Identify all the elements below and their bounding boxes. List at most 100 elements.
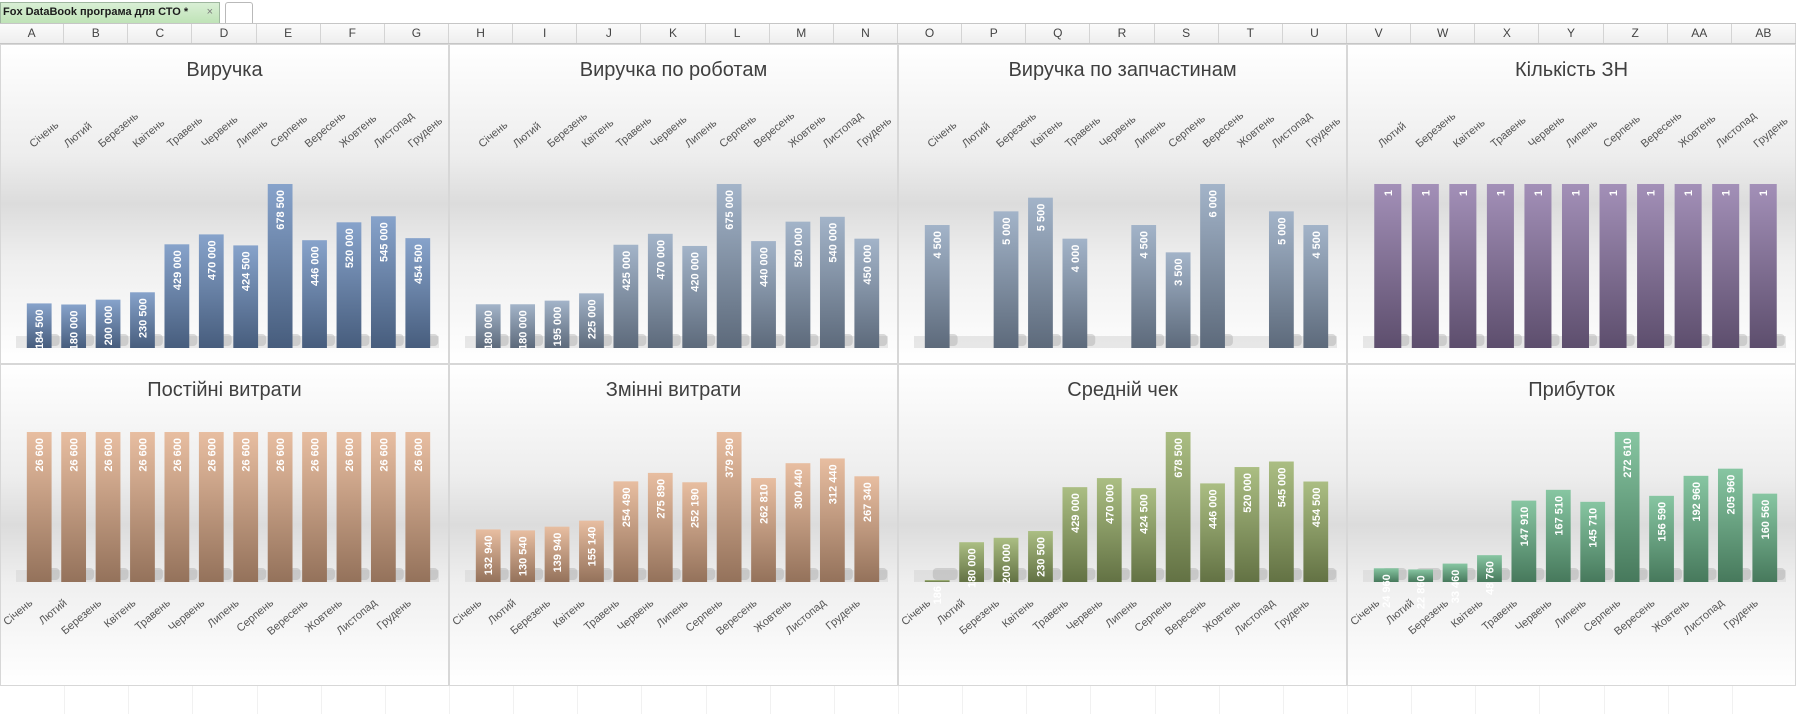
workbook-tab[interactable]: Fox DataBook програма для СТО * × xyxy=(0,2,220,23)
data-label: 520 000 xyxy=(793,228,805,268)
column-header-p[interactable]: P xyxy=(962,24,1027,43)
bar xyxy=(1268,211,1294,348)
data-label: 26 600 xyxy=(275,438,287,472)
column-header-k[interactable]: K xyxy=(641,24,706,43)
data-label: 254 490 xyxy=(621,487,633,527)
column-header-f[interactable]: F xyxy=(321,24,385,43)
column-header-o[interactable]: O xyxy=(898,24,963,43)
bar xyxy=(1411,184,1439,348)
column-header-m[interactable]: M xyxy=(770,24,834,43)
data-label: 470 000 xyxy=(1104,484,1116,524)
column-header-bar: A B C D E F G H I J K L M N O P Q R S T U V W X Y Z AA AB xyxy=(0,24,1796,44)
data-label: 230 500 xyxy=(1035,537,1047,577)
chart-title: Змінні витрати xyxy=(606,379,741,401)
column-header-t[interactable]: T xyxy=(1219,24,1283,43)
data-label: 4 000 xyxy=(1070,245,1082,273)
data-label: 446 000 xyxy=(310,246,322,286)
column-header-a[interactable]: A xyxy=(0,24,65,43)
column-header-v[interactable]: V xyxy=(1347,24,1412,43)
bar xyxy=(1200,483,1225,582)
data-label: 26 600 xyxy=(378,438,390,472)
chart-floor xyxy=(465,570,888,582)
column-header-d[interactable]: D xyxy=(192,24,257,43)
bar xyxy=(1200,184,1225,348)
column-header-i[interactable]: I xyxy=(513,24,578,43)
data-label: 424 500 xyxy=(241,251,253,291)
data-label: 26 600 xyxy=(413,438,425,472)
data-label: 545 000 xyxy=(1276,468,1288,508)
chart-title: Постійні витрати xyxy=(147,379,301,401)
column-header-j[interactable]: J xyxy=(577,24,642,43)
column-header-n[interactable]: N xyxy=(834,24,898,43)
data-label: 379 290 xyxy=(724,438,736,478)
bar xyxy=(1477,555,1502,582)
data-label: 230 500 xyxy=(137,298,149,338)
column-header-c[interactable]: C xyxy=(128,24,193,43)
bar xyxy=(1545,489,1571,582)
chart-floor xyxy=(16,336,439,348)
data-label: 26 600 xyxy=(103,438,115,472)
column-header-r[interactable]: R xyxy=(1090,24,1155,43)
bar xyxy=(1683,475,1709,582)
data-label: 545 000 xyxy=(378,222,390,262)
bar xyxy=(1408,569,1434,582)
bar xyxy=(647,233,673,348)
bar xyxy=(1062,238,1088,348)
data-label: 5 000 xyxy=(1001,217,1013,245)
column-header-l[interactable]: L xyxy=(706,24,770,43)
bar xyxy=(1374,184,1402,348)
data-label: 540 000 xyxy=(827,223,839,263)
bar xyxy=(405,432,431,582)
column-header-w[interactable]: W xyxy=(1411,24,1476,43)
column-header-z[interactable]: Z xyxy=(1604,24,1668,43)
data-label: 272 610 xyxy=(1622,438,1634,478)
data-label: 1 xyxy=(1721,190,1733,196)
bar xyxy=(1373,568,1399,582)
bar xyxy=(130,432,155,582)
bar xyxy=(682,482,708,582)
column-header-e[interactable]: E xyxy=(257,24,321,43)
bar xyxy=(1649,495,1674,582)
bar xyxy=(1028,197,1053,348)
bar xyxy=(302,432,327,582)
bar xyxy=(1303,225,1329,348)
column-header-g[interactable]: G xyxy=(385,24,449,43)
bar xyxy=(544,526,570,582)
data-label: 180 000 xyxy=(483,310,495,350)
data-label: 26 600 xyxy=(310,438,322,472)
data-label: 5 500 xyxy=(1035,204,1047,232)
chart-panel: Кількість ЗН1Лютий1Березень1Квітень1Трав… xyxy=(1347,44,1796,364)
bar xyxy=(1561,184,1590,348)
bar xyxy=(819,458,845,582)
bar xyxy=(579,293,604,348)
data-label: 1 xyxy=(1758,190,1770,196)
data-label: 300 440 xyxy=(793,469,805,509)
column-header-s[interactable]: S xyxy=(1155,24,1219,43)
data-label: 4 500 xyxy=(932,231,944,259)
bar xyxy=(1165,252,1191,348)
data-label: 425 000 xyxy=(621,251,633,291)
column-header-ab[interactable]: AB xyxy=(1732,24,1796,43)
column-header-h[interactable]: H xyxy=(449,24,514,43)
bar xyxy=(1303,481,1329,582)
column-header-y[interactable]: Y xyxy=(1539,24,1604,43)
bar xyxy=(1486,184,1514,348)
data-label: 26 600 xyxy=(172,438,184,472)
close-tab-icon[interactable]: × xyxy=(206,6,213,18)
chart-floor xyxy=(914,336,1337,348)
bar-shadow xyxy=(932,568,958,580)
column-header-q[interactable]: Q xyxy=(1026,24,1091,43)
bar xyxy=(544,300,570,348)
column-header-x[interactable]: X xyxy=(1475,24,1540,43)
column-header-u[interactable]: U xyxy=(1283,24,1347,43)
bar xyxy=(924,580,950,582)
new-tab-button[interactable] xyxy=(225,2,253,23)
data-label: 1 xyxy=(1495,190,1507,196)
bar xyxy=(1131,225,1157,348)
column-header-b[interactable]: B xyxy=(64,24,129,43)
column-header-aa[interactable]: AA xyxy=(1668,24,1732,43)
bar xyxy=(613,244,639,348)
